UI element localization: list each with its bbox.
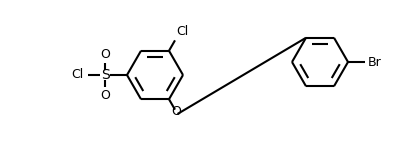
Text: O: O: [171, 105, 181, 118]
Text: S: S: [100, 68, 109, 82]
Text: O: O: [100, 89, 110, 102]
Text: Br: Br: [368, 56, 382, 69]
Text: O: O: [100, 48, 110, 61]
Text: Cl: Cl: [176, 25, 188, 38]
Text: Cl: Cl: [72, 69, 84, 81]
